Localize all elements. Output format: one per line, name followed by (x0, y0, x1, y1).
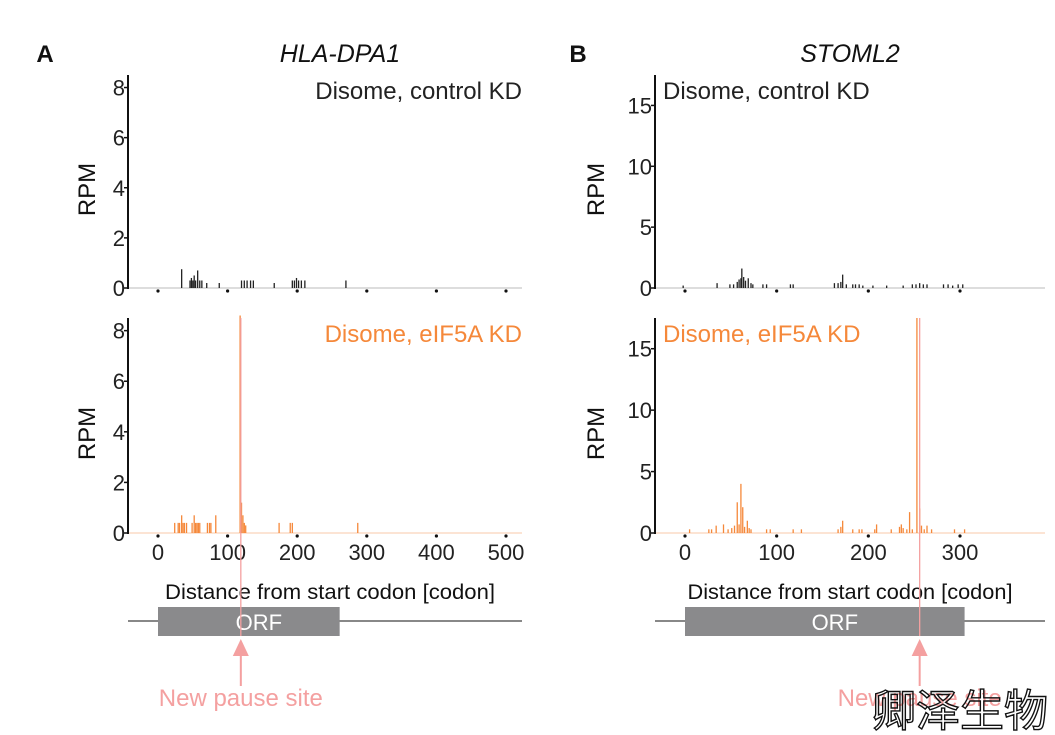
x-tick (866, 289, 870, 293)
x-tick-label: 100 (758, 540, 795, 565)
y-tick-label: 5 (640, 460, 652, 485)
arrow-up-icon (911, 639, 928, 656)
panel-label: B (569, 41, 586, 68)
x-tick-label: 0 (152, 540, 164, 565)
orf-label: ORF (812, 610, 858, 635)
watermark: 卿泽生物 (872, 686, 1048, 735)
y-tick-label: 4 (113, 420, 125, 445)
x-tick-label: 100 (209, 540, 246, 565)
x-tick (775, 289, 779, 293)
x-tick (434, 534, 438, 538)
y-tick-label: 5 (640, 215, 652, 240)
y-tick-label: 10 (628, 398, 652, 423)
x-tick (365, 534, 369, 538)
x-tick (434, 289, 438, 293)
y-axis-label: RPM (583, 163, 610, 216)
x-tick-label: 300 (348, 540, 385, 565)
y-tick-label: 6 (113, 126, 125, 151)
x-tick (504, 534, 508, 538)
x-tick (156, 289, 160, 293)
y-tick-label: 8 (113, 76, 125, 101)
pause-site-label: New pause site (838, 685, 1002, 712)
orf-label: ORF (236, 610, 282, 635)
y-tick-label: 0 (640, 521, 652, 546)
x-tick (683, 534, 687, 538)
pause-site-label: New pause site (159, 685, 323, 712)
x-tick (683, 289, 687, 293)
y-tick-label: 6 (113, 369, 125, 394)
y-axis-label: RPM (74, 407, 101, 460)
x-tick-label: 200 (279, 540, 316, 565)
y-tick-label: 15 (628, 337, 652, 362)
x-tick (365, 289, 369, 293)
x-tick (226, 289, 230, 293)
y-axis-label: RPM (74, 163, 101, 216)
y-tick-label: 15 (628, 93, 652, 118)
orf-box (685, 607, 965, 636)
arrow-up-icon (232, 639, 249, 656)
chart-title: HLA-DPA1 (280, 40, 400, 68)
x-tick-label: 300 (942, 540, 979, 565)
x-tick-label: 200 (850, 540, 887, 565)
series-label: Disome, eIF5A KD (663, 321, 860, 348)
panel-label: A (36, 41, 53, 68)
x-tick (295, 289, 299, 293)
y-tick-label: 0 (113, 521, 125, 546)
y-tick-label: 10 (628, 154, 652, 179)
x-tick (295, 534, 299, 538)
y-tick-label: 4 (113, 176, 125, 201)
chart-title: STOML2 (800, 40, 900, 68)
x-tick (958, 289, 962, 293)
x-tick (958, 534, 962, 538)
x-tick-label: 0 (679, 540, 691, 565)
y-axis-label: RPM (583, 407, 610, 460)
series-label: Disome, control KD (663, 78, 870, 105)
series-label: Disome, control KD (315, 78, 522, 105)
x-tick (156, 534, 160, 538)
x-axis-label: Distance from start codon [codon] (165, 581, 495, 604)
x-tick-label: 500 (488, 540, 525, 565)
orf-box (158, 607, 340, 636)
y-tick-label: 0 (640, 276, 652, 301)
x-axis-label: Distance from start codon [codon] (688, 581, 1013, 604)
series-label: Disome, eIF5A KD (325, 321, 522, 348)
y-tick-label: 2 (113, 226, 125, 251)
x-tick (226, 534, 230, 538)
y-tick-label: 0 (113, 276, 125, 301)
x-tick-label: 400 (418, 540, 455, 565)
x-tick (866, 534, 870, 538)
x-tick (775, 534, 779, 538)
y-tick-label: 8 (113, 319, 125, 344)
x-tick (504, 289, 508, 293)
y-tick-label: 2 (113, 470, 125, 495)
